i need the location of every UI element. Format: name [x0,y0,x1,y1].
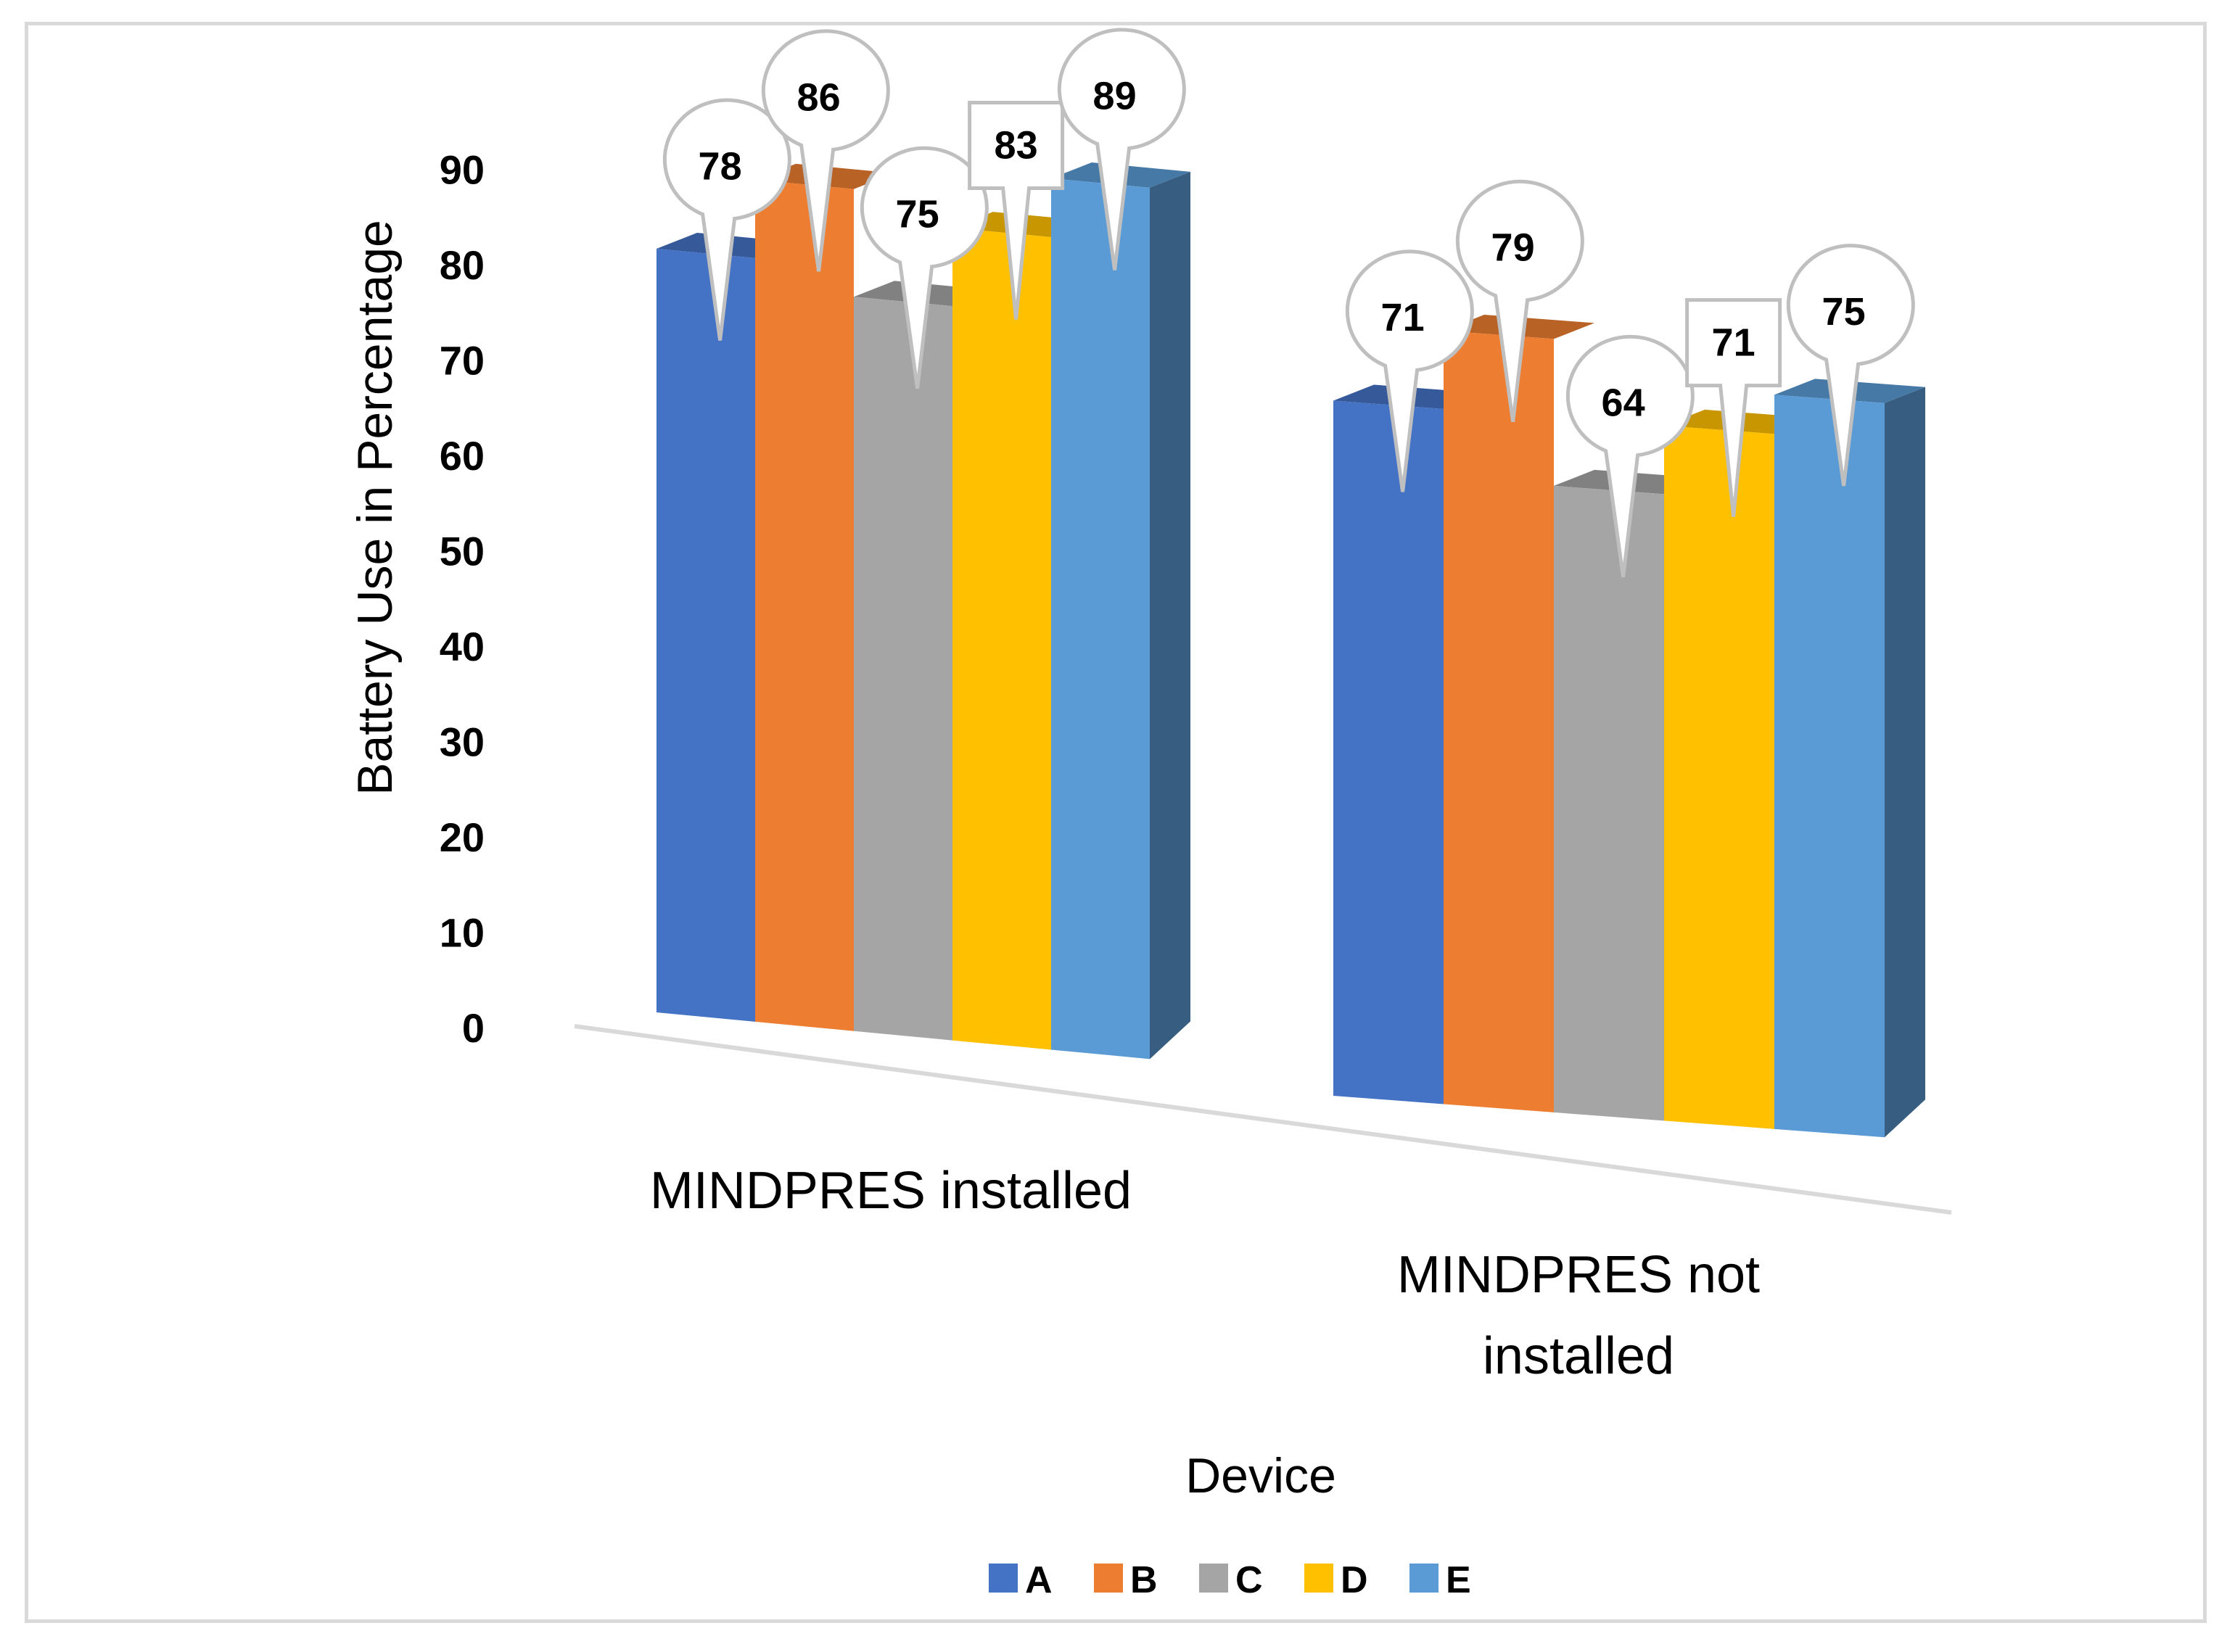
data-label: 89 [1057,28,1186,270]
legend-item: C [1199,1559,1263,1601]
bar [656,249,755,1022]
data-label-value: 64 [1602,381,1645,425]
data-label: 71 [1685,298,1782,517]
legend-swatch [1094,1564,1123,1593]
legend-item: E [1409,1559,1471,1601]
legend-swatch [1409,1564,1438,1593]
callout-bubble [1345,249,1474,492]
bar [1333,400,1444,1104]
legend-item: D [1304,1559,1368,1601]
callout-bubble [761,29,890,272]
data-label: 79 [1455,179,1584,423]
y-tick-label: 40 [440,624,485,669]
data-label-value: 83 [995,124,1038,168]
data-label: 71 [1345,249,1474,492]
data-label-value: 75 [1822,290,1866,334]
y-tick-label: 10 [440,910,485,956]
callout-bubble [1565,334,1695,577]
bar-group [656,162,1190,1060]
data-label-value: 71 [1381,296,1425,339]
bar [952,228,1051,1050]
y-tick-label: 70 [440,338,485,384]
bar [1774,395,1885,1138]
bar [1051,178,1150,1060]
y-axis-title: Battery Use in Percentage [347,220,403,796]
callout-bubble [1057,28,1186,270]
legend-swatch [989,1564,1018,1593]
legend-label: D [1341,1559,1368,1601]
data-label-value: 86 [797,75,841,119]
data-label: 78 [662,98,791,341]
y-tick-label: 20 [440,814,485,860]
bar [1664,425,1774,1129]
callout-box [968,101,1065,320]
data-label: 75 [1786,244,1915,487]
legend-swatch [1304,1564,1333,1593]
y-tick-label: 30 [440,719,485,765]
legend-swatch [1199,1564,1228,1593]
legend-label: E [1446,1559,1471,1601]
data-label-value: 89 [1093,74,1137,117]
legend-item: A [989,1559,1053,1601]
data-label-value: 78 [699,144,742,188]
bar-side [1885,387,1925,1138]
legend-item: B [1094,1559,1158,1601]
y-tick-label: 0 [462,1005,485,1051]
callout-bubble [860,146,989,389]
bar-group [1333,314,1925,1138]
y-tick-label: 50 [440,529,485,574]
legend-label: A [1025,1559,1053,1601]
legend-label: C [1235,1559,1263,1601]
data-label: 64 [1565,334,1695,577]
x-axis-title: Device [1185,1448,1336,1503]
data-label-value: 71 [1712,321,1756,365]
data-label: 86 [761,29,890,272]
legend-label: B [1130,1559,1158,1601]
bar-side [1150,171,1190,1060]
callout-bubble [1455,179,1584,423]
data-label: 83 [968,101,1065,320]
bar [854,297,952,1041]
y-tick-label: 60 [440,433,485,479]
category-label: MINDPRES not installed [1397,1246,1760,1385]
category-label: MINDPRES installed [650,1162,1132,1220]
bar [1444,330,1554,1112]
y-tick-label: 80 [440,242,485,288]
bar [755,179,854,1031]
bar [1554,485,1664,1121]
data-label: 75 [860,146,989,389]
callout-box [1685,298,1782,517]
callout-bubble [662,98,791,341]
data-label-value: 79 [1491,226,1535,270]
data-label-value: 75 [896,193,939,236]
floor-line [574,1024,1952,1215]
y-tick-label: 90 [440,147,485,193]
legend: A B C D E [989,1559,1471,1601]
callout-bubble [1786,244,1915,487]
